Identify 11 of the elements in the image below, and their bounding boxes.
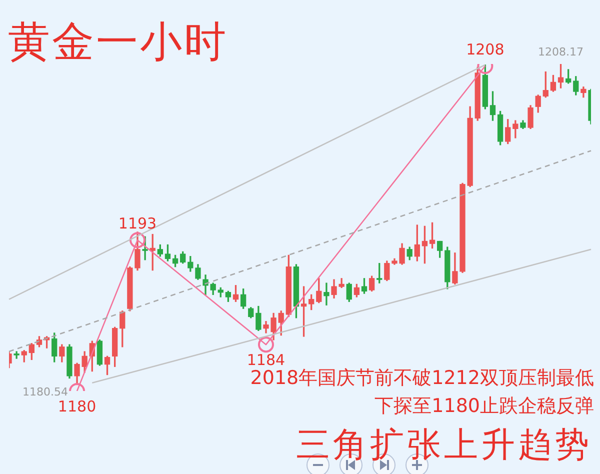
text: 三角扩张上升趋势: [296, 426, 592, 466]
data-label: 1184: [246, 350, 286, 369]
data-label: 1180: [58, 397, 96, 416]
annotation: 2018年国庆节前不破1212双顶压制最低下探至1180止跌企稳反弹: [249, 366, 594, 419]
chart-title: 黄金一小时: [8, 19, 228, 68]
candlestick: [324, 282, 330, 306]
data-label: 1208: [466, 40, 504, 58]
data-label: 1193: [118, 214, 157, 232]
text: 1180.54: [22, 386, 68, 399]
text: 1208.17: [538, 45, 584, 58]
candlestick: [14, 351, 20, 359]
